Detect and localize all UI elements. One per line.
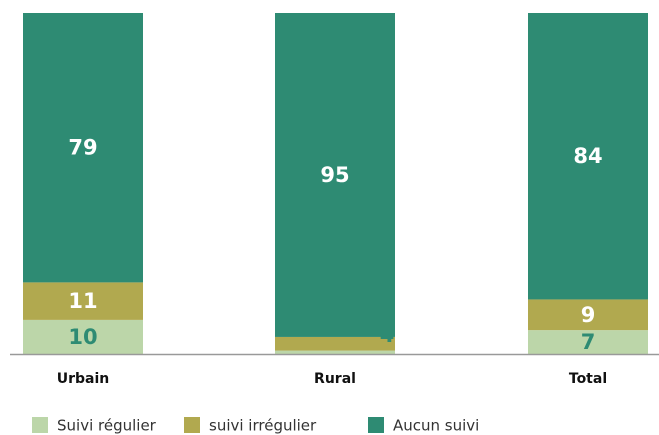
legend-label: Aucun suivi	[393, 417, 479, 435]
bar-segment	[528, 13, 648, 300]
bar-segment	[275, 13, 395, 337]
data-label: 9	[581, 303, 596, 327]
legend-label: Suivi régulier	[57, 417, 157, 435]
legend-label: suivi irrégulier	[209, 417, 317, 435]
bar-segment	[275, 350, 395, 354]
bar-segment	[23, 319, 143, 354]
legend-swatch	[32, 417, 48, 433]
bar-segment	[23, 282, 143, 320]
data-label: 7	[581, 330, 596, 354]
x-tick-label: Urbain	[57, 371, 110, 387]
legend-swatch	[368, 417, 384, 433]
bar-segment	[528, 330, 648, 354]
legend-swatch	[184, 417, 200, 433]
x-tick-label: Total	[569, 371, 607, 387]
data-label: 11	[68, 289, 97, 313]
data-label: 79	[68, 136, 97, 160]
x-tick-label: Rural	[314, 371, 356, 387]
bar-segment	[23, 13, 143, 283]
data-label: 84	[573, 144, 602, 168]
bar-segment	[275, 336, 395, 351]
bar-segment	[528, 299, 648, 331]
data-label: 95	[320, 163, 349, 187]
data-label: 10	[68, 325, 97, 349]
